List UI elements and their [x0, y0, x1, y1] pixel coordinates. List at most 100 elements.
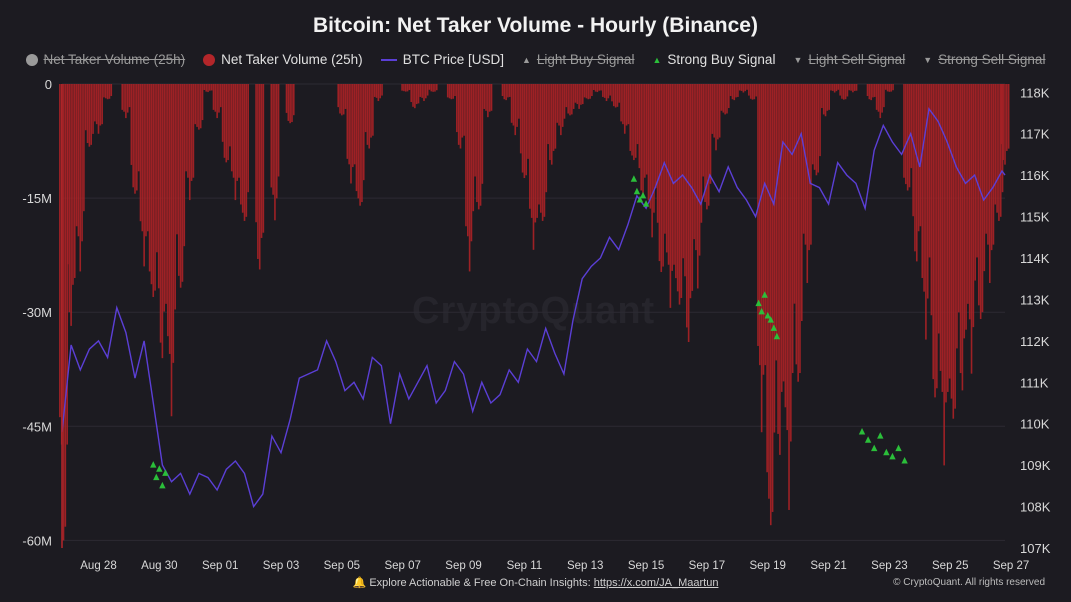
volume-bar	[434, 84, 436, 92]
volume-bar	[868, 84, 871, 100]
volume-bar	[693, 84, 695, 240]
volume-bar	[965, 84, 967, 330]
volume-bar	[342, 84, 345, 115]
volume-bar	[784, 84, 787, 408]
volume-bar	[990, 84, 993, 251]
volume-bar	[159, 84, 162, 343]
volume-bar	[848, 84, 851, 91]
volume-bar	[793, 84, 796, 304]
volume-bar	[198, 84, 200, 130]
legend-item-strong-sell[interactable]: ▼ Strong Sell Signal	[923, 52, 1045, 67]
legend-item-btc-price[interactable]: BTC Price [USD]	[380, 52, 504, 67]
x-tick-label: Sep 15	[628, 560, 664, 572]
volume-bar	[357, 84, 360, 199]
volume-bar	[450, 84, 453, 100]
volume-bar	[483, 84, 486, 109]
volume-bar	[238, 84, 240, 178]
volume-bar	[132, 84, 134, 188]
volume-bar	[915, 84, 918, 262]
volume-bar	[137, 84, 140, 172]
footer-text: Explore Actionable & Free On-Chain Insig…	[369, 577, 591, 589]
volume-bar	[598, 84, 601, 91]
volume-bar	[571, 84, 573, 115]
volume-bar	[209, 84, 211, 91]
volume-bar	[884, 84, 887, 90]
volume-bar	[123, 84, 125, 112]
x-tick-label: Sep 07	[384, 560, 420, 572]
x-tick-label: Sep 25	[932, 560, 968, 572]
legend-item-strong-buy[interactable]: ▲ Strong Buy Signal	[652, 52, 775, 67]
volume-bar	[695, 84, 697, 251]
volume-bar	[947, 84, 949, 392]
volume-bar	[558, 84, 560, 126]
volume-bar	[148, 84, 151, 272]
volume-bar	[421, 84, 423, 98]
volume-bar	[855, 84, 858, 91]
triangle-up-icon: ▲	[652, 54, 662, 65]
volume-bar	[888, 84, 891, 92]
strong-buy-marker	[770, 324, 778, 331]
volume-bar	[364, 84, 367, 133]
volume-bar	[602, 84, 604, 97]
volume-bar	[190, 84, 193, 181]
volume-bar	[917, 84, 920, 232]
volume-bar	[446, 84, 449, 98]
volume-bar	[417, 84, 420, 104]
volume-bar	[556, 84, 559, 123]
volume-bar	[696, 84, 699, 289]
volume-bar	[751, 84, 754, 100]
strong-buy-marker	[156, 465, 163, 472]
volume-bar	[381, 84, 383, 96]
volume-bar	[782, 84, 785, 382]
volume-bar	[143, 84, 145, 267]
volume-bar	[157, 84, 160, 289]
volume-bar	[762, 84, 765, 375]
volume-bar	[775, 84, 778, 361]
volume-bar	[461, 84, 464, 138]
y-right-tick-label: 108K	[1020, 500, 1051, 515]
volume-bar	[203, 84, 206, 91]
strong-buy-marker	[636, 196, 644, 203]
volume-bar	[99, 84, 102, 126]
volume-bar	[934, 84, 936, 398]
volume-bar	[479, 84, 482, 206]
volume-bar	[755, 84, 757, 97]
y-right-tick-label: 109K	[1020, 458, 1051, 473]
volume-bar	[808, 84, 810, 251]
volume-bar	[620, 84, 622, 122]
legend-item-net-taker-red[interactable]: Net Taker Volume (25h)	[203, 52, 363, 67]
volume-bar	[651, 84, 653, 238]
volume-bar	[174, 84, 176, 310]
volume-bar	[565, 84, 568, 108]
volume-bar	[188, 84, 191, 201]
x-tick-label: Sep 27	[993, 560, 1029, 572]
volume-bar	[722, 84, 725, 113]
volume-bar	[101, 84, 103, 125]
volume-bar	[79, 84, 82, 272]
volume-bar	[225, 84, 228, 163]
volume-bar	[581, 84, 584, 105]
volume-bar	[698, 84, 701, 256]
volume-bar	[485, 84, 487, 111]
volume-bar	[806, 84, 809, 283]
volume-bar	[456, 84, 458, 133]
legend-item-light-sell[interactable]: ▼ Light Sell Signal	[793, 52, 905, 67]
volume-bar	[926, 84, 929, 299]
volume-bar	[985, 84, 987, 234]
volume-bar	[243, 84, 246, 221]
volume-bar	[423, 84, 425, 102]
footer-link[interactable]: https://x.com/JA_Maartun	[593, 577, 719, 589]
volume-bar	[704, 84, 706, 203]
volume-bar	[830, 84, 832, 91]
legend-item-light-buy[interactable]: ▲ Light Buy Signal	[522, 52, 635, 67]
volume-bar	[769, 84, 772, 526]
legend-item-net-taker-grey[interactable]: Net Taker Volume (25h)	[25, 52, 185, 67]
volume-bar	[503, 84, 506, 100]
volume-bar	[603, 84, 606, 98]
volume-bar	[1000, 84, 1003, 145]
volume-bar	[518, 84, 520, 119]
volume-bar	[527, 84, 529, 159]
volume-bar	[649, 84, 652, 209]
volume-bar	[262, 84, 265, 233]
volume-bar	[952, 84, 955, 419]
